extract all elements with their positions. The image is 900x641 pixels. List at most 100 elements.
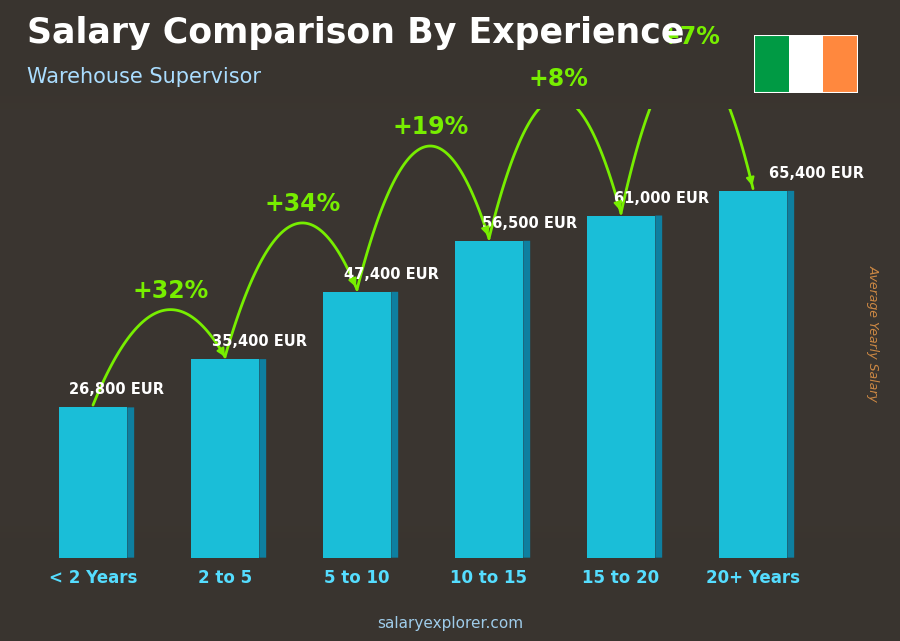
Bar xyxy=(0,45,900,51)
Bar xyxy=(0,346,900,353)
Bar xyxy=(0,122,900,128)
Text: +32%: +32% xyxy=(132,279,209,303)
Bar xyxy=(0,83,900,90)
Text: 35,400 EUR: 35,400 EUR xyxy=(212,334,307,349)
Polygon shape xyxy=(788,191,794,558)
Text: +19%: +19% xyxy=(392,115,469,139)
Bar xyxy=(0,506,900,513)
Bar xyxy=(0,385,900,391)
Text: 65,400 EUR: 65,400 EUR xyxy=(769,166,864,181)
Text: 61,000 EUR: 61,000 EUR xyxy=(615,190,709,206)
Bar xyxy=(0,256,900,263)
Bar xyxy=(0,179,900,186)
Bar xyxy=(0,244,900,250)
Bar xyxy=(0,64,900,71)
Text: +34%: +34% xyxy=(265,192,340,216)
Bar xyxy=(0,436,900,442)
Bar xyxy=(0,455,900,462)
Bar xyxy=(0,212,900,218)
Bar xyxy=(0,250,900,256)
Bar xyxy=(0,295,900,301)
Bar xyxy=(0,231,900,237)
Polygon shape xyxy=(127,407,134,558)
Bar xyxy=(0,397,900,404)
Bar xyxy=(0,462,900,468)
Bar xyxy=(0,570,900,577)
Bar xyxy=(0,404,900,410)
Bar xyxy=(0,423,900,429)
Bar xyxy=(0,429,900,436)
Bar xyxy=(0,135,900,141)
Bar xyxy=(0,551,900,558)
Bar xyxy=(323,292,392,558)
Bar xyxy=(0,269,900,276)
Bar xyxy=(0,51,900,58)
Bar xyxy=(0,115,900,122)
Bar xyxy=(0,596,900,603)
Text: +8%: +8% xyxy=(528,67,589,91)
Bar xyxy=(0,237,900,244)
Bar xyxy=(0,494,900,500)
Bar xyxy=(58,408,127,558)
Bar xyxy=(0,77,900,83)
Bar xyxy=(0,320,900,327)
Text: Warehouse Supervisor: Warehouse Supervisor xyxy=(27,67,261,87)
Bar xyxy=(0,96,900,103)
Text: Average Yearly Salary: Average Yearly Salary xyxy=(867,265,879,402)
Bar xyxy=(0,103,900,109)
Bar xyxy=(0,628,900,635)
Bar xyxy=(0,167,900,173)
Bar xyxy=(0,391,900,397)
Bar xyxy=(0,147,900,154)
Bar xyxy=(0,365,900,372)
Bar xyxy=(0,13,900,19)
Text: 56,500 EUR: 56,500 EUR xyxy=(482,216,578,231)
Bar xyxy=(0,583,900,590)
Bar xyxy=(454,241,523,558)
Bar xyxy=(0,186,900,192)
Bar xyxy=(0,622,900,628)
Bar xyxy=(788,35,824,93)
Bar xyxy=(0,224,900,231)
Bar xyxy=(0,38,900,45)
Polygon shape xyxy=(259,359,266,558)
Bar xyxy=(0,635,900,641)
Bar xyxy=(754,35,788,93)
Bar xyxy=(0,378,900,385)
Bar xyxy=(0,481,900,487)
Bar xyxy=(0,128,900,135)
Bar xyxy=(0,199,900,205)
Bar xyxy=(0,205,900,212)
Bar xyxy=(0,359,900,365)
Bar xyxy=(0,71,900,77)
Text: salaryexplorer.com: salaryexplorer.com xyxy=(377,617,523,631)
Bar xyxy=(0,474,900,481)
Text: 47,400 EUR: 47,400 EUR xyxy=(344,267,438,282)
Bar xyxy=(0,333,900,340)
Bar xyxy=(0,545,900,551)
Bar xyxy=(0,449,900,455)
Bar xyxy=(0,19,900,26)
Bar xyxy=(824,35,858,93)
Bar xyxy=(0,154,900,160)
Bar xyxy=(0,417,900,423)
Bar xyxy=(0,353,900,359)
Bar xyxy=(0,564,900,570)
Bar xyxy=(0,192,900,199)
Bar xyxy=(0,340,900,346)
Bar xyxy=(0,276,900,282)
Bar xyxy=(0,468,900,474)
Bar xyxy=(0,609,900,615)
Bar xyxy=(0,288,900,295)
Text: +7%: +7% xyxy=(661,25,720,49)
Polygon shape xyxy=(392,292,398,558)
Bar xyxy=(0,173,900,179)
Bar xyxy=(0,590,900,596)
Bar xyxy=(0,577,900,583)
Bar xyxy=(0,6,900,13)
Bar xyxy=(0,282,900,288)
Bar xyxy=(0,308,900,314)
Bar xyxy=(0,32,900,38)
Bar xyxy=(0,500,900,506)
Bar xyxy=(0,263,900,269)
